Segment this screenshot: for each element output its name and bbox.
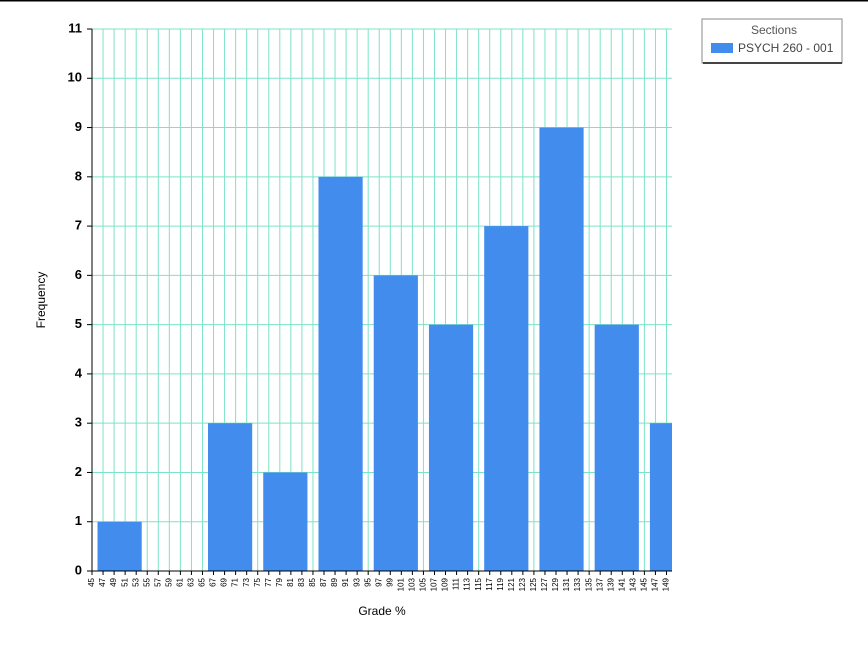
x-tick-label: 81 xyxy=(286,577,295,586)
x-tick-label: 53 xyxy=(131,577,140,586)
x-tick-label: 45 xyxy=(87,577,96,586)
x-tick-label: 69 xyxy=(220,577,229,586)
y-axis-label: Frequency xyxy=(34,272,48,329)
bars xyxy=(97,127,672,571)
x-tick-label: 75 xyxy=(253,577,262,586)
y-tick-label: 11 xyxy=(68,20,82,35)
bar xyxy=(428,324,474,571)
x-tick-label: 51 xyxy=(120,577,129,586)
bar xyxy=(318,176,363,571)
y-tick-label: 5 xyxy=(75,316,82,331)
y-tick-label: 4 xyxy=(75,365,83,380)
x-tick-label: 105 xyxy=(419,577,428,591)
x-tick-label: 49 xyxy=(109,577,118,586)
x-tick-label: 67 xyxy=(209,577,218,586)
x-tick-label: 149 xyxy=(662,577,671,591)
x-tick-label: 139 xyxy=(606,577,615,591)
x-tick-label: 129 xyxy=(551,577,560,591)
bar xyxy=(97,521,142,571)
x-tick-label: 103 xyxy=(407,577,416,591)
y-tick-label: 6 xyxy=(75,267,82,282)
x-tick-label: 107 xyxy=(430,577,439,591)
x-tick-label: 121 xyxy=(507,577,516,591)
x-tick-label: 63 xyxy=(187,577,196,586)
x-tick-label: 147 xyxy=(651,577,660,591)
x-tick-label: 95 xyxy=(363,577,372,586)
x-tick-label: 77 xyxy=(264,577,273,586)
x-tick-label: 79 xyxy=(275,577,284,586)
x-tick-label: 57 xyxy=(153,577,162,586)
bar xyxy=(208,423,253,571)
bar xyxy=(649,423,672,571)
x-tick-label: 131 xyxy=(562,577,571,591)
bar xyxy=(484,226,529,571)
bar xyxy=(594,324,639,571)
legend-title: Sections xyxy=(751,23,797,37)
x-tick-label: 137 xyxy=(595,577,604,591)
x-tick-label: 125 xyxy=(529,577,538,591)
bar xyxy=(539,127,584,571)
x-tick-label: 101 xyxy=(396,577,405,591)
x-tick-label: 113 xyxy=(463,577,472,590)
x-tick-label: 65 xyxy=(198,577,207,586)
x-tick-label: 145 xyxy=(639,577,648,591)
x-tick-label: 115 xyxy=(474,577,483,590)
x-tick-label: 73 xyxy=(242,577,251,586)
x-tick-label: 135 xyxy=(584,577,593,591)
x-tick-label: 87 xyxy=(319,577,328,586)
x-tick-label: 133 xyxy=(573,577,582,591)
bar xyxy=(263,472,308,571)
x-tick-label: 83 xyxy=(297,577,306,586)
x-tick-label: 117 xyxy=(485,577,494,590)
x-tick-label: 71 xyxy=(231,577,240,586)
x-tick-label: 127 xyxy=(540,577,549,591)
x-tick-label: 61 xyxy=(175,577,184,586)
x-axis-label: Grade % xyxy=(358,604,406,618)
x-tick-label: 55 xyxy=(142,577,151,586)
x-tick-label: 141 xyxy=(617,577,626,591)
x-tick-label: 99 xyxy=(385,577,394,586)
x-tick-label: 109 xyxy=(441,577,450,591)
x-tick-label: 47 xyxy=(98,577,107,586)
y-tick-label: 7 xyxy=(75,218,82,233)
x-tick-label: 93 xyxy=(352,577,361,586)
y-tick-label: 10 xyxy=(68,70,82,85)
y-tick-label: 8 xyxy=(75,168,82,183)
y-tick-label: 9 xyxy=(75,119,82,134)
legend-swatch xyxy=(711,43,733,53)
y-tick-label: 0 xyxy=(75,562,82,577)
bar xyxy=(373,275,418,571)
legend-label: PSYCH 260 - 001 xyxy=(738,41,834,55)
x-tick-label: 143 xyxy=(628,577,637,591)
x-tick-label: 111 xyxy=(452,577,461,590)
x-tick-label: 89 xyxy=(330,577,339,586)
x-tick-label: 97 xyxy=(374,577,383,586)
y-tick-label: 2 xyxy=(75,464,82,479)
y-tick-label: 1 xyxy=(75,513,82,528)
x-tick-label: 123 xyxy=(518,577,527,591)
x-tick-label: 119 xyxy=(496,577,505,590)
y-tick-label: 3 xyxy=(75,415,82,430)
x-tick-label: 85 xyxy=(308,577,317,586)
x-tick-label: 91 xyxy=(341,577,350,586)
x-tick-label: 59 xyxy=(164,577,173,586)
